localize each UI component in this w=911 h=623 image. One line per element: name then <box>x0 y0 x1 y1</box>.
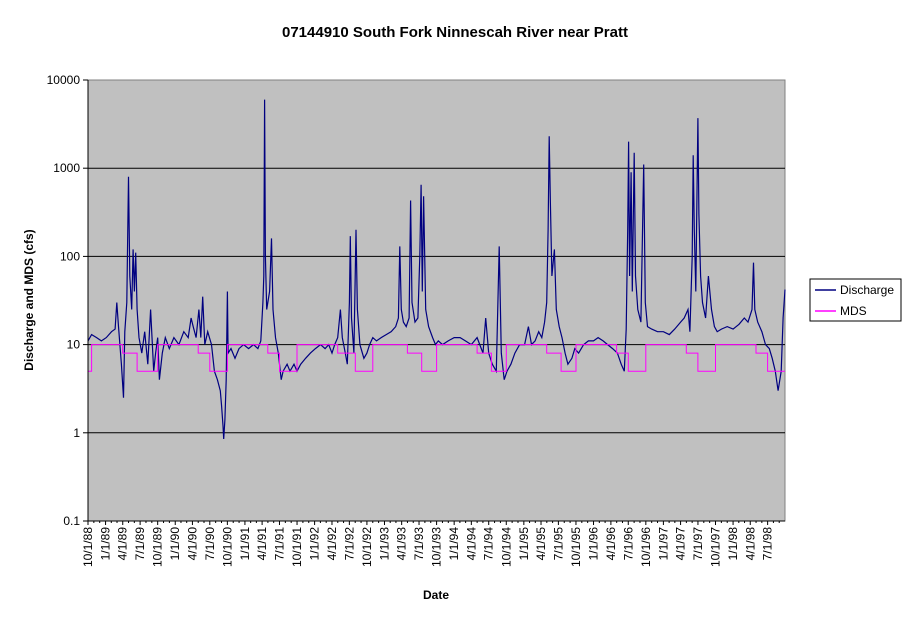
x-tick-label: 10/1/92 <box>360 527 374 567</box>
legend-label-discharge: Discharge <box>840 283 894 297</box>
x-tick-label: 1/1/91 <box>238 527 252 561</box>
y-tick-label: 0.1 <box>63 514 80 528</box>
series-line-discharge <box>87 99 786 440</box>
x-tick-label: 4/1/97 <box>674 527 688 561</box>
legend-label-mds: MDS <box>840 304 867 318</box>
series-layer <box>87 99 786 440</box>
x-tick-label: 10/1/88 <box>81 527 95 567</box>
y-axis-title: Discharge and MDS (cfs) <box>22 229 36 370</box>
x-tick-label: 4/1/92 <box>325 527 339 561</box>
plot-area <box>87 79 786 522</box>
x-tick-label: 1/1/90 <box>168 527 182 561</box>
x-tick-label: 4/1/96 <box>604 527 618 561</box>
x-tick-label: 10/1/97 <box>709 527 723 567</box>
x-tick-label: 1/1/89 <box>99 527 113 561</box>
x-tick-labels: 10/1/88 1/1/89 4/1/89 7/1/89 10/1/89 1/1/90 4/… <box>81 521 780 567</box>
x-tick-label: 10/1/91 <box>290 527 304 567</box>
x-tick-label: 10/1/94 <box>499 527 513 567</box>
y-tick-label: 1000 <box>53 161 80 175</box>
y-tick-label: 1 <box>73 426 80 440</box>
x-tick-label: 1/1/93 <box>377 527 391 561</box>
x-tick-label: 4/1/95 <box>534 527 548 561</box>
x-tick-label: 7/1/98 <box>761 527 775 561</box>
y-tick-labels: 0.1 1 10 100 1000 10000 <box>47 73 81 528</box>
x-tick-label: 1/1/95 <box>517 527 531 561</box>
x-tick-label: 7/1/97 <box>691 527 705 561</box>
x-tick-label: 10/1/89 <box>151 527 165 567</box>
x-tick-label: 7/1/93 <box>412 527 426 561</box>
legend-box <box>809 278 902 322</box>
x-tick-label: 4/1/91 <box>255 527 269 561</box>
x-tick-label: 10/1/93 <box>430 527 444 567</box>
y-tick-label: 10 <box>67 338 81 352</box>
x-axis-title: Date <box>423 588 449 602</box>
x-tick-label: 7/1/91 <box>272 527 286 561</box>
x-tick-label: 10/1/95 <box>569 527 583 567</box>
y-tick-label: 10000 <box>47 73 81 87</box>
x-tick-label: 7/1/92 <box>342 527 356 561</box>
x-tick-label: 7/1/94 <box>482 527 496 561</box>
x-tick-label: 4/1/93 <box>395 527 409 561</box>
x-tick-label: 1/1/96 <box>587 527 601 561</box>
x-tick-label: 1/1/98 <box>726 527 740 561</box>
x-tick-label: 10/1/96 <box>639 527 653 567</box>
series-line-mds <box>88 344 785 372</box>
x-tick-label: 7/1/89 <box>133 527 147 561</box>
x-tick-label: 1/1/94 <box>447 527 461 561</box>
x-tick-label: 1/1/97 <box>656 527 670 561</box>
x-tick-label: 4/1/90 <box>185 527 199 561</box>
x-tick-label: 10/1/90 <box>220 527 234 567</box>
x-tick-label: 7/1/96 <box>621 527 635 561</box>
x-tick-label: 4/1/98 <box>743 527 757 561</box>
chart-title: 07144910 South Fork Ninnescah River near… <box>282 24 628 41</box>
x-tick-label: 4/1/94 <box>464 527 478 561</box>
y-tick-label: 100 <box>60 249 80 263</box>
legend: Discharge MDS <box>809 278 902 322</box>
x-tick-label: 7/1/95 <box>551 527 565 561</box>
x-tick-label: 7/1/90 <box>203 527 217 561</box>
x-tick-label: 1/1/92 <box>308 527 322 561</box>
x-tick-label: 4/1/89 <box>116 527 130 561</box>
